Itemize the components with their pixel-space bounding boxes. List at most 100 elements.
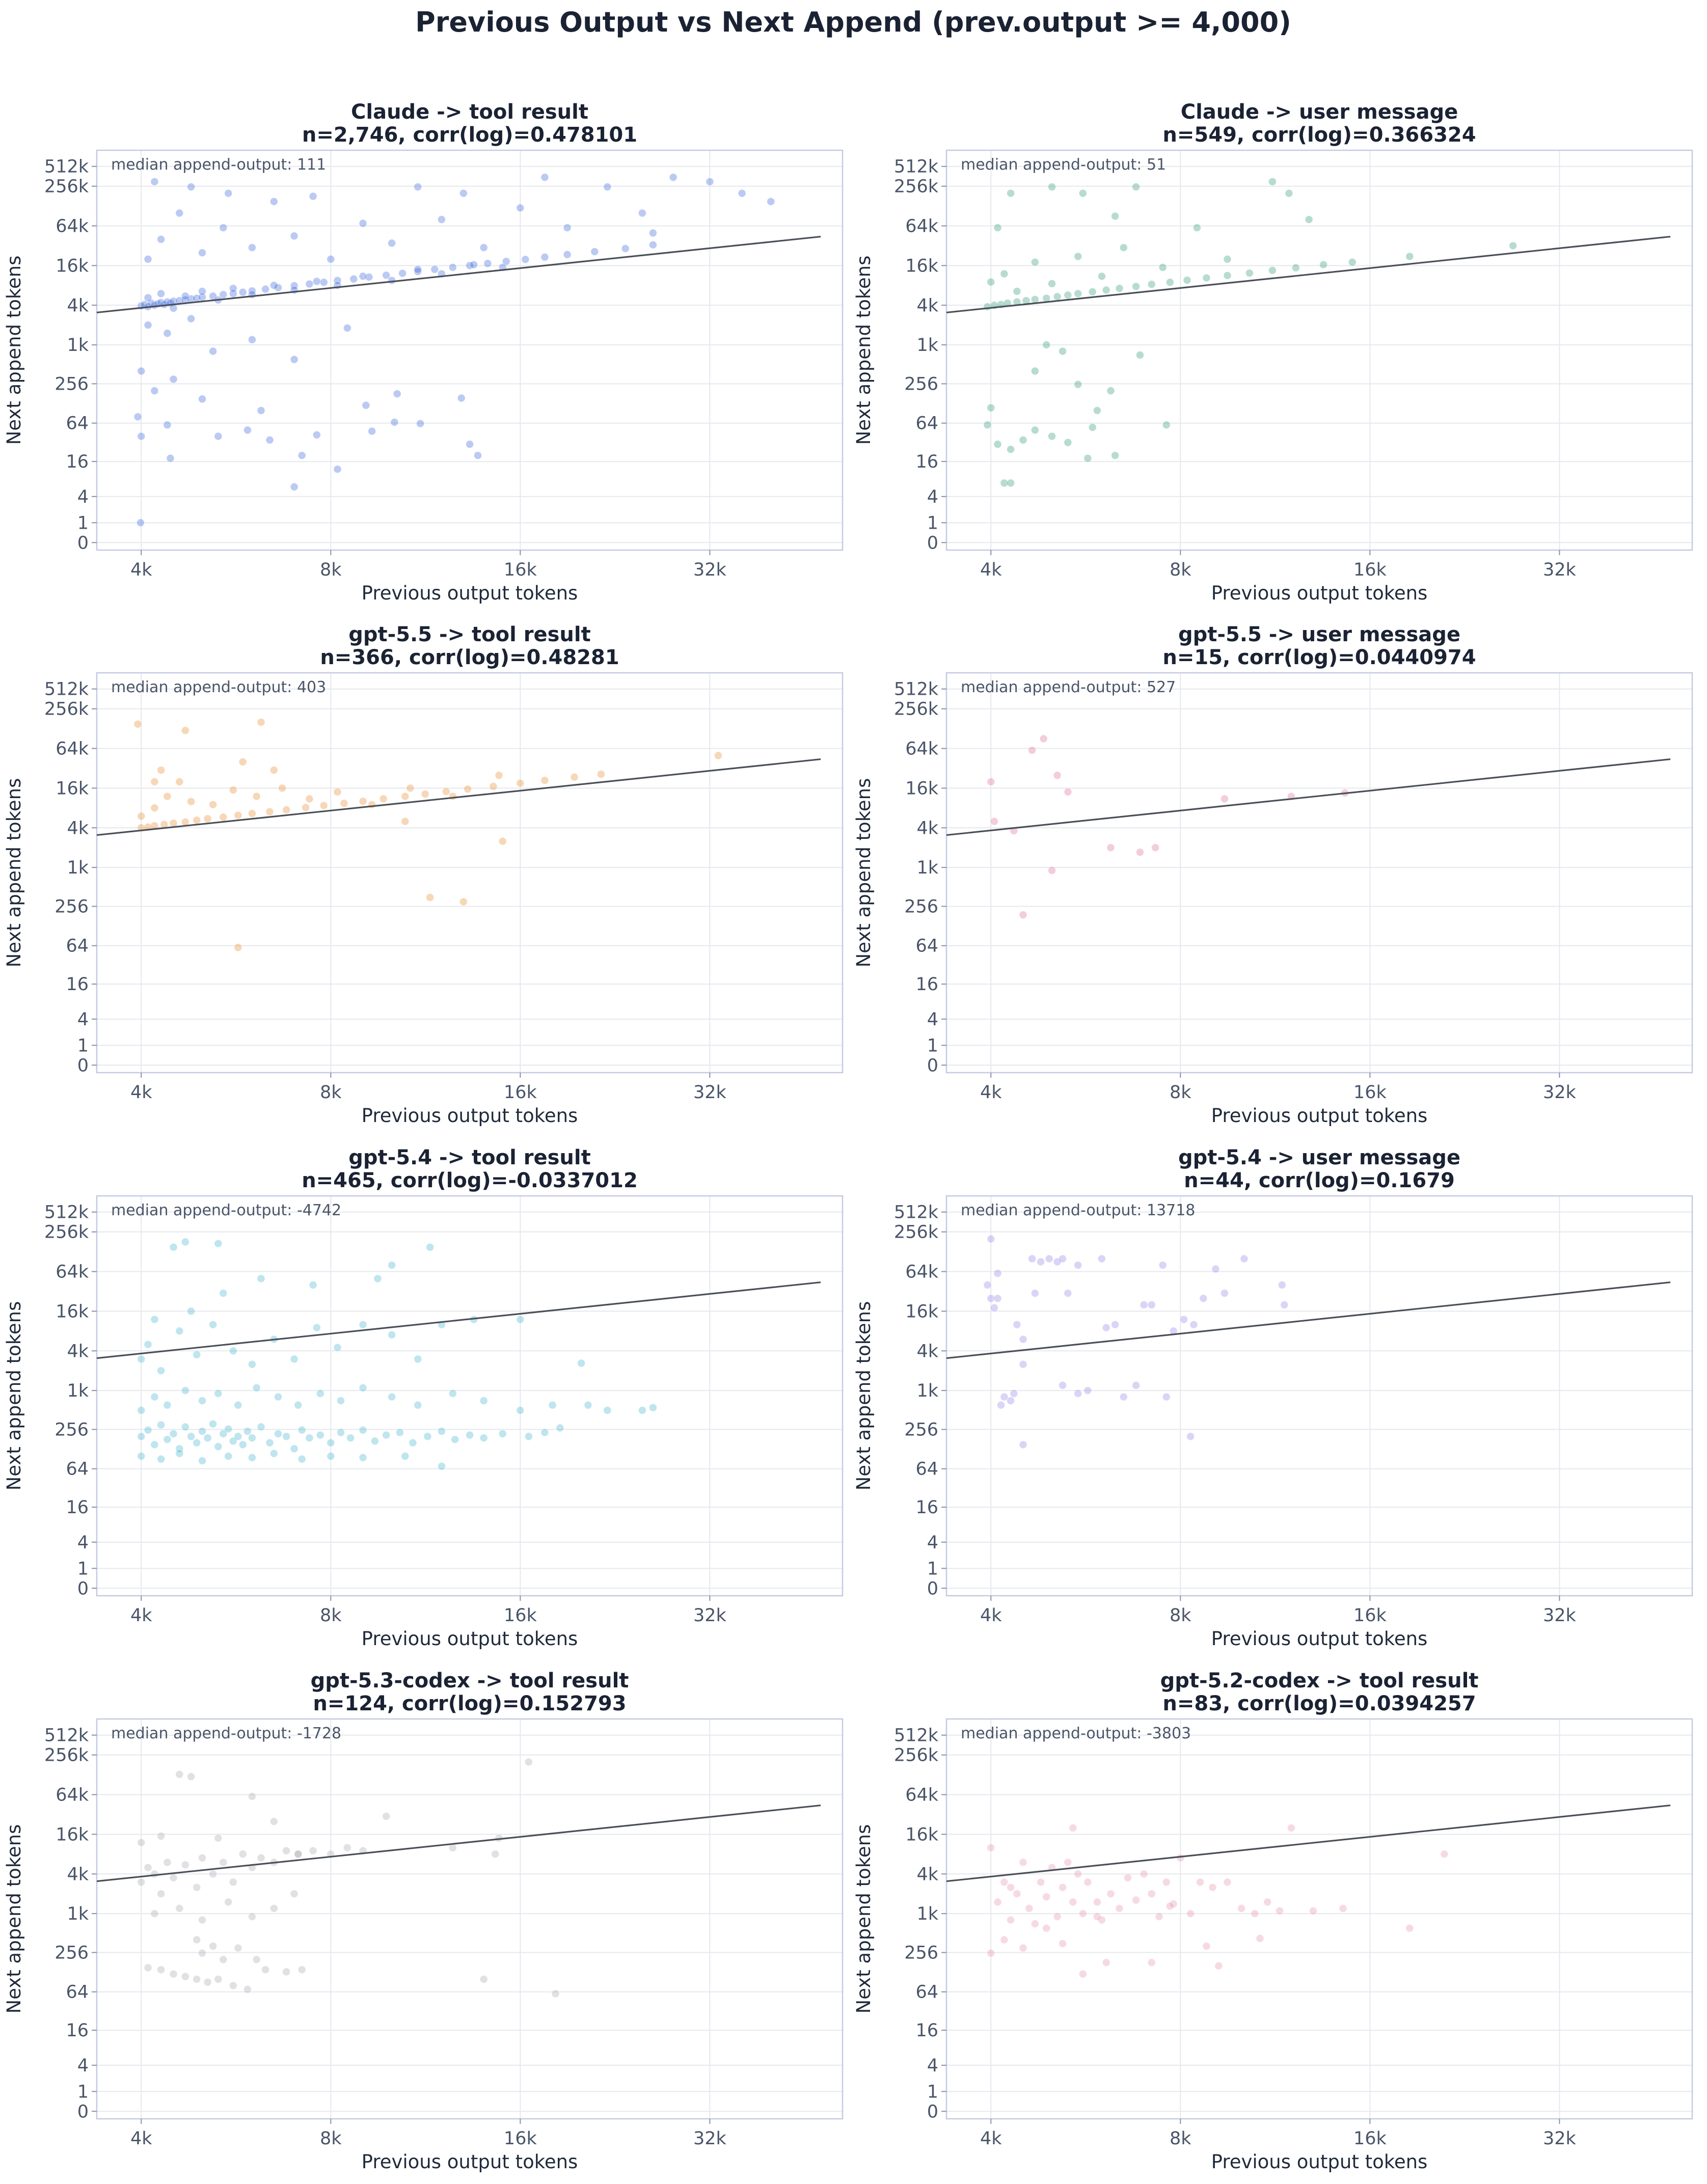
data-point — [1025, 1904, 1034, 1913]
y-tick-label: 0 — [77, 2101, 89, 2122]
grid — [97, 1196, 843, 1596]
data-point — [1093, 406, 1101, 415]
data-point — [1007, 445, 1015, 454]
data-point — [1223, 271, 1232, 280]
data-point — [382, 1431, 391, 1439]
y-tick-label: 0 — [927, 2101, 938, 2122]
data-point — [416, 419, 425, 428]
plot-frame — [96, 672, 844, 1074]
data-point — [1319, 260, 1328, 269]
data-point — [540, 776, 549, 785]
y-axis-label: Next append tokens — [853, 778, 875, 968]
data-point — [219, 1430, 228, 1438]
data-point — [248, 1453, 256, 1462]
data-point — [540, 173, 549, 182]
data-point — [359, 1426, 367, 1434]
data-point — [257, 406, 265, 415]
data-point — [1045, 1254, 1053, 1263]
data-point — [1042, 1893, 1051, 1901]
data-point — [265, 435, 274, 444]
median-annotation: median append-output: -1728 — [111, 1725, 341, 1742]
data-point — [516, 1315, 525, 1324]
data-point — [1102, 286, 1110, 294]
data-point — [1010, 1389, 1018, 1398]
data-point — [1199, 1294, 1208, 1303]
data-point — [993, 224, 1002, 232]
data-point — [209, 800, 218, 809]
data-point — [290, 1444, 299, 1453]
data-point — [359, 219, 367, 228]
data-point — [1208, 1883, 1217, 1892]
data-point — [1059, 1883, 1067, 1892]
data-point — [175, 1449, 184, 1458]
data-point — [1093, 1898, 1101, 1906]
data-point — [282, 1846, 291, 1855]
x-tick-label: 32k — [693, 2128, 727, 2149]
data-point — [1132, 1896, 1141, 1904]
data-point — [388, 239, 396, 248]
data-point — [157, 1965, 166, 1974]
y-tick-label: 64 — [66, 936, 89, 957]
data-point — [1097, 272, 1106, 281]
data-point — [983, 421, 992, 429]
data-point — [1166, 1902, 1174, 1910]
data-point — [706, 177, 714, 186]
data-point — [1013, 1890, 1021, 1898]
data-point — [157, 766, 166, 775]
data-point — [669, 173, 678, 182]
data-point — [409, 1438, 417, 1447]
data-point — [340, 799, 348, 808]
y-tick-label: 16 — [915, 974, 938, 995]
data-point — [483, 259, 492, 268]
data-point — [327, 1438, 335, 1447]
data-point — [1102, 1958, 1110, 1967]
data-point — [1440, 1850, 1449, 1859]
panel-title: gpt-5.5 -> tool result — [348, 623, 591, 646]
y-tick-label: 16k — [56, 1824, 89, 1845]
data-point — [349, 275, 358, 283]
data-point — [248, 1792, 256, 1801]
data-point — [466, 440, 474, 449]
data-point — [767, 197, 775, 206]
data-point — [597, 770, 605, 779]
data-point — [1097, 1916, 1106, 1924]
data-point — [1019, 1944, 1027, 1952]
data-point — [257, 1853, 265, 1862]
plot-frame — [96, 1718, 844, 2120]
x-tick-label: 8k — [320, 2128, 342, 2149]
data-point — [1147, 1890, 1156, 1898]
data-point — [1019, 911, 1027, 919]
scatter-points — [987, 1823, 1449, 1978]
data-point — [393, 390, 401, 398]
y-tick-label: 1k — [916, 1904, 938, 1924]
data-point — [269, 766, 278, 775]
data-point — [137, 367, 146, 375]
data-point — [252, 1383, 261, 1392]
data-point — [551, 1989, 560, 1998]
data-point — [187, 314, 196, 323]
data-point — [479, 1434, 488, 1442]
data-point — [137, 432, 146, 441]
fit-line — [96, 1804, 821, 1882]
y-tick-label: 256 — [55, 897, 89, 917]
median-annotation: median append-output: 527 — [961, 678, 1176, 696]
data-point — [516, 204, 525, 212]
data-point — [1088, 287, 1097, 296]
data-point — [987, 1294, 995, 1303]
data-point — [1339, 1904, 1347, 1913]
data-point — [163, 421, 172, 429]
y-tick-label: 16 — [66, 452, 89, 472]
grid — [97, 150, 843, 550]
data-point — [309, 1280, 317, 1289]
data-point — [257, 1423, 265, 1431]
data-point — [224, 1452, 233, 1460]
data-point — [209, 347, 218, 356]
data-point — [1007, 1916, 1015, 1924]
data-point — [426, 1243, 435, 1251]
data-point — [305, 1434, 314, 1442]
data-point — [193, 1935, 201, 1944]
panel-subtitle: n=83, corr(log)=0.0394257 — [1162, 1692, 1476, 1715]
